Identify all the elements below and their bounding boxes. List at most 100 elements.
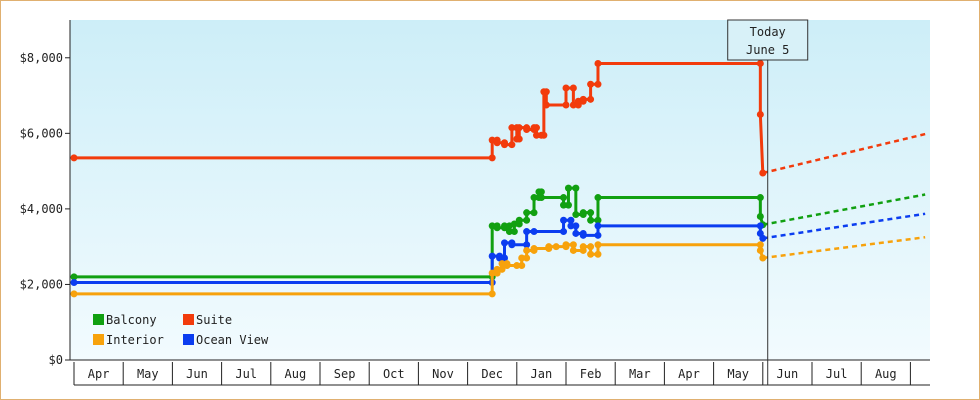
data-point bbox=[515, 124, 523, 132]
data-point bbox=[562, 84, 570, 92]
forecast-line-interior bbox=[762, 235, 926, 260]
data-point bbox=[488, 290, 496, 298]
data-point bbox=[756, 194, 764, 202]
data-point bbox=[572, 222, 580, 230]
data-point bbox=[567, 216, 575, 224]
data-point bbox=[537, 194, 545, 202]
data-point bbox=[562, 101, 570, 109]
data-point bbox=[70, 279, 78, 287]
data-point bbox=[587, 250, 595, 258]
data-point bbox=[594, 250, 602, 258]
data-point bbox=[498, 265, 506, 273]
data-point bbox=[594, 216, 602, 224]
today-label-line1: Today bbox=[750, 25, 786, 39]
legend-label: Balcony bbox=[106, 313, 157, 327]
data-point bbox=[513, 262, 521, 270]
data-point bbox=[759, 169, 767, 177]
data-point bbox=[579, 209, 587, 217]
data-point bbox=[523, 216, 531, 224]
data-point bbox=[545, 243, 553, 251]
data-point bbox=[532, 124, 540, 132]
data-point bbox=[594, 241, 602, 249]
y-tick-label: $4,000 bbox=[20, 202, 63, 216]
x-tick-label: Jan bbox=[531, 367, 553, 381]
x-tick-label: May bbox=[137, 367, 159, 381]
data-point bbox=[587, 243, 595, 251]
plot-area bbox=[70, 20, 930, 360]
forecast-line-suite bbox=[762, 132, 926, 175]
data-point bbox=[508, 241, 516, 249]
x-axis-labels: Apr May Jun Jul Aug Sep Oct Nov Dec Jan Feb Mar Apr M… bbox=[73, 362, 930, 386]
data-point bbox=[508, 141, 516, 149]
data-point bbox=[756, 59, 764, 67]
data-point bbox=[579, 95, 587, 103]
data-point bbox=[569, 84, 577, 92]
data-point bbox=[756, 110, 764, 118]
data-point bbox=[501, 239, 508, 247]
y-axis-labels: $0 $2,000 $4,000 $6,000 $8,000 bbox=[20, 51, 70, 367]
data-point bbox=[567, 222, 575, 230]
data-point bbox=[501, 254, 508, 262]
data-point bbox=[523, 209, 531, 217]
x-tick-label: Jun bbox=[777, 367, 799, 381]
x-tick-label: Feb bbox=[580, 367, 602, 381]
legend-label: Interior bbox=[106, 333, 164, 347]
data-point bbox=[594, 194, 602, 202]
today-label-box bbox=[727, 19, 809, 61]
data-point bbox=[488, 154, 496, 162]
data-point bbox=[503, 262, 511, 270]
data-point bbox=[756, 246, 764, 254]
x-tick-label: May bbox=[727, 367, 749, 381]
data-point bbox=[510, 220, 518, 228]
data-point bbox=[530, 209, 538, 217]
legend-swatch bbox=[93, 314, 104, 325]
data-point bbox=[493, 265, 501, 273]
data-point bbox=[530, 245, 538, 253]
x-tick-label: Jun bbox=[186, 367, 208, 381]
forecast-line-balcony bbox=[762, 193, 926, 226]
legend-label: Ocean View bbox=[196, 333, 269, 347]
data-point bbox=[523, 241, 531, 249]
data-point bbox=[537, 188, 545, 196]
data-point bbox=[756, 241, 764, 249]
x-tick-label: Apr bbox=[88, 367, 110, 381]
data-point bbox=[523, 254, 531, 262]
data-point bbox=[542, 101, 550, 109]
data-point bbox=[530, 228, 538, 236]
data-point bbox=[501, 222, 508, 230]
data-point bbox=[587, 95, 595, 103]
data-point bbox=[759, 234, 767, 242]
x-tick-label: Apr bbox=[678, 367, 700, 381]
legend-swatch bbox=[183, 314, 194, 325]
data-point bbox=[540, 131, 548, 139]
data-point bbox=[569, 101, 577, 109]
data-point bbox=[518, 254, 526, 262]
data-point bbox=[569, 246, 577, 254]
data-point bbox=[560, 194, 568, 202]
data-point bbox=[562, 241, 570, 249]
data-point bbox=[594, 80, 602, 88]
forecast-line-ocean-view bbox=[762, 212, 926, 240]
x-tick-label: Mar bbox=[629, 367, 651, 381]
x-tick-label: Oct bbox=[383, 367, 405, 381]
data-point bbox=[530, 194, 538, 202]
data-point bbox=[572, 229, 580, 237]
data-point bbox=[501, 141, 508, 149]
data-point bbox=[515, 216, 523, 224]
legend-swatch bbox=[93, 334, 104, 345]
data-point bbox=[515, 135, 523, 143]
x-tick-label: Jul bbox=[826, 367, 848, 381]
x-tick-label: Aug bbox=[285, 367, 307, 381]
data-point bbox=[493, 139, 501, 147]
legend-swatch bbox=[183, 334, 194, 345]
data-point bbox=[560, 201, 568, 209]
x-tick-label: Sep bbox=[334, 367, 356, 381]
data-point bbox=[572, 184, 580, 192]
data-point bbox=[594, 59, 602, 67]
data-point bbox=[70, 154, 78, 162]
data-point bbox=[542, 88, 550, 96]
data-point bbox=[523, 126, 531, 134]
data-point bbox=[759, 254, 767, 262]
axes bbox=[69, 20, 930, 361]
